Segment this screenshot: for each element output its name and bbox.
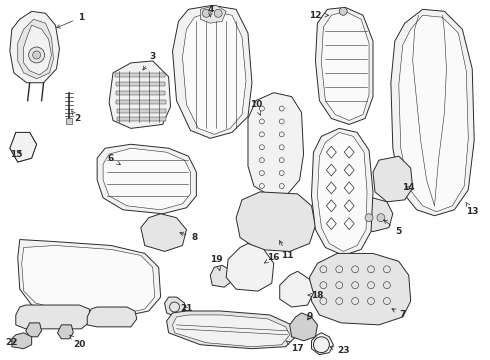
Polygon shape <box>116 82 165 86</box>
Polygon shape <box>200 5 226 23</box>
Polygon shape <box>290 313 318 341</box>
Polygon shape <box>316 7 373 125</box>
Circle shape <box>214 9 222 17</box>
Polygon shape <box>236 192 316 251</box>
Text: 4: 4 <box>207 5 214 17</box>
Text: 15: 15 <box>9 150 22 159</box>
Text: 8: 8 <box>180 232 197 242</box>
Text: 16: 16 <box>265 253 280 263</box>
Polygon shape <box>22 246 155 315</box>
Circle shape <box>29 47 45 63</box>
Polygon shape <box>24 25 51 75</box>
Text: 3: 3 <box>143 53 156 70</box>
Polygon shape <box>373 156 413 202</box>
Circle shape <box>377 214 385 222</box>
Polygon shape <box>210 265 232 287</box>
Polygon shape <box>167 311 295 349</box>
Text: 1: 1 <box>57 13 84 28</box>
Polygon shape <box>57 325 74 339</box>
Text: 7: 7 <box>392 309 406 319</box>
Polygon shape <box>117 109 166 113</box>
Polygon shape <box>391 9 474 216</box>
Text: 18: 18 <box>308 291 324 300</box>
Polygon shape <box>116 91 165 95</box>
Polygon shape <box>118 117 166 121</box>
Polygon shape <box>399 15 468 212</box>
Polygon shape <box>87 307 137 327</box>
Circle shape <box>339 7 347 15</box>
Polygon shape <box>10 132 37 162</box>
Text: 10: 10 <box>250 100 262 115</box>
Text: 19: 19 <box>210 255 222 271</box>
Polygon shape <box>103 148 191 210</box>
Polygon shape <box>117 100 166 104</box>
Polygon shape <box>12 333 32 349</box>
Polygon shape <box>97 144 196 214</box>
Polygon shape <box>248 93 303 196</box>
Text: 5: 5 <box>384 220 402 236</box>
Circle shape <box>365 214 373 222</box>
Text: 23: 23 <box>330 346 349 355</box>
Text: 13: 13 <box>466 202 478 216</box>
Polygon shape <box>321 11 369 121</box>
Polygon shape <box>318 132 367 251</box>
Polygon shape <box>66 118 73 125</box>
Text: 6: 6 <box>108 154 121 165</box>
Polygon shape <box>18 19 53 79</box>
Polygon shape <box>172 315 290 347</box>
Polygon shape <box>280 271 314 307</box>
Polygon shape <box>18 239 161 317</box>
Polygon shape <box>115 73 165 77</box>
Text: 11: 11 <box>279 240 294 260</box>
Text: 22: 22 <box>5 338 18 347</box>
Polygon shape <box>226 243 274 291</box>
Polygon shape <box>109 61 171 129</box>
Polygon shape <box>25 323 42 337</box>
Circle shape <box>33 51 41 59</box>
Polygon shape <box>172 5 252 138</box>
Polygon shape <box>357 198 393 231</box>
Text: 17: 17 <box>286 341 304 353</box>
Text: 14: 14 <box>402 184 415 193</box>
Text: 21: 21 <box>180 305 193 314</box>
Polygon shape <box>16 305 91 329</box>
Polygon shape <box>10 11 59 83</box>
Polygon shape <box>310 253 411 325</box>
Text: 12: 12 <box>309 11 329 20</box>
Text: 20: 20 <box>70 335 85 349</box>
Circle shape <box>202 9 210 17</box>
Polygon shape <box>312 129 373 255</box>
Circle shape <box>314 337 329 353</box>
Polygon shape <box>141 214 187 251</box>
Text: 9: 9 <box>306 312 313 321</box>
Polygon shape <box>165 297 184 317</box>
Polygon shape <box>182 11 246 134</box>
Polygon shape <box>312 333 333 355</box>
Text: 2: 2 <box>72 111 80 123</box>
